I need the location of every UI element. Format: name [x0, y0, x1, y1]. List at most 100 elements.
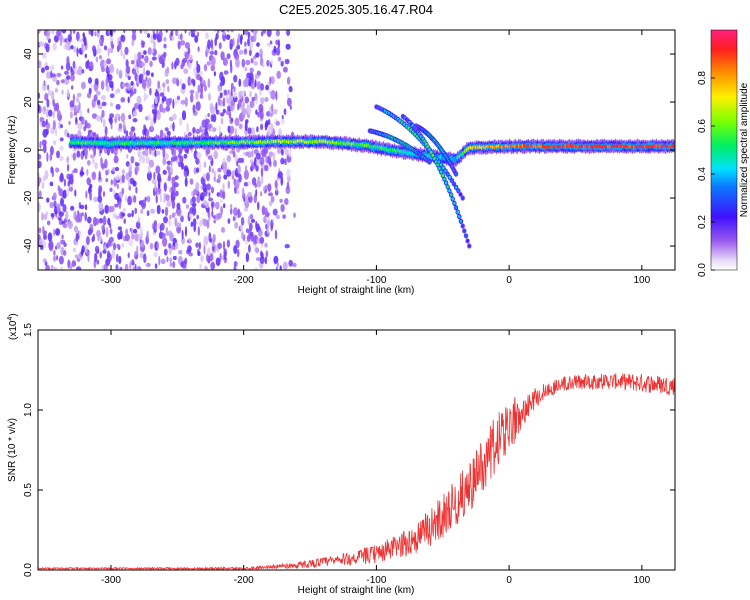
noise-cell — [227, 180, 231, 189]
noise-cell — [53, 140, 57, 145]
noise-cell — [162, 148, 166, 159]
noise-cell — [196, 60, 199, 66]
noise-cell — [247, 191, 253, 198]
noise-cell — [97, 195, 103, 203]
noise-cell — [196, 194, 201, 204]
noise-cell — [43, 258, 47, 263]
noise-cell — [115, 103, 121, 110]
noise-cell — [255, 109, 258, 115]
noise-cell — [209, 124, 213, 129]
noise-cell — [38, 153, 42, 160]
noise-cell — [158, 30, 163, 39]
noise-cell — [128, 238, 134, 247]
noise-cell — [247, 216, 251, 226]
noise-cell — [81, 212, 84, 217]
noise-cell — [112, 167, 116, 173]
noise-cell — [233, 207, 238, 216]
noise-cell — [96, 229, 101, 238]
noise-cell — [113, 242, 116, 251]
noise-cell — [133, 88, 137, 95]
noise-cell — [185, 204, 189, 209]
noise-cell — [153, 252, 159, 258]
noise-cell — [186, 167, 190, 177]
noise-cell — [241, 187, 245, 197]
noise-cell — [155, 150, 161, 156]
noise-cell — [250, 218, 256, 223]
noise-cell — [215, 32, 219, 40]
noise-cell — [92, 157, 95, 165]
noise-cell — [94, 31, 97, 37]
noise-cell — [99, 235, 103, 242]
noise-cell — [85, 235, 90, 246]
noise-cell — [51, 90, 55, 101]
noise-cell — [197, 250, 201, 257]
snr-scale-note: (x104) — [7, 313, 19, 340]
noise-cell — [238, 123, 243, 130]
snr-x-axis: -300 -200 -100 0 100 — [101, 330, 651, 586]
noise-cell — [256, 42, 260, 47]
noise-cell — [127, 195, 132, 206]
spectrogram-x-axis: -300 -200 -100 0 100 — [101, 30, 651, 286]
noise-cell — [247, 37, 250, 47]
noise-cell — [256, 81, 261, 90]
noise-cell — [267, 192, 274, 197]
noise-cell — [45, 211, 49, 216]
x-tick-label: -300 — [101, 575, 121, 586]
noise-cell — [234, 52, 240, 60]
snr-frame — [37, 329, 676, 571]
noise-cell — [74, 254, 80, 259]
noise-cell — [113, 30, 116, 33]
noise-cell — [195, 157, 200, 165]
noise-cell — [264, 242, 268, 248]
noise-cell — [38, 227, 42, 234]
spectrogram-x-label: Height of straight line (km) — [298, 285, 415, 296]
noise-cell — [196, 214, 199, 220]
noise-cell — [123, 30, 126, 34]
noise-cell — [189, 89, 195, 94]
noise-cell — [86, 123, 91, 129]
noise-cell — [71, 260, 77, 267]
noise-cell — [180, 40, 186, 46]
noise-cell — [119, 229, 123, 240]
noise-cell — [208, 92, 211, 101]
noise-cell — [82, 32, 85, 37]
noise-cell — [248, 222, 253, 231]
noise-cell — [195, 30, 198, 34]
noise-cell — [94, 162, 98, 170]
noise-cell — [134, 250, 137, 257]
noise-cell — [58, 211, 64, 217]
noise-cell — [256, 201, 260, 211]
noise-cell — [171, 184, 176, 194]
noise-cell — [131, 233, 135, 240]
noise-cell — [176, 225, 182, 234]
noise-cell — [117, 226, 123, 231]
noise-cell — [135, 221, 141, 230]
noise-cell — [233, 245, 238, 254]
noise-cell — [70, 45, 74, 50]
noise-cell — [190, 93, 194, 103]
noise-cell — [280, 148, 284, 156]
noise-cell — [212, 127, 217, 132]
noise-cell — [60, 266, 63, 270]
noise-cell — [270, 76, 275, 85]
noise-cell — [134, 53, 138, 62]
noise-cell — [249, 231, 254, 237]
noise-cell — [249, 67, 254, 73]
noise-cell — [98, 170, 101, 181]
noise-cell — [38, 92, 41, 99]
noise-cell — [69, 264, 73, 270]
noise-cell — [204, 121, 209, 131]
noise-cell — [234, 179, 240, 189]
noise-cell — [154, 107, 158, 116]
noise-cell — [174, 155, 178, 161]
noise-cell — [264, 164, 269, 172]
noise-cell — [121, 169, 126, 174]
noise-cell — [38, 30, 41, 35]
noise-cell — [43, 143, 47, 154]
noise-cell — [267, 126, 271, 133]
noise-cell — [118, 40, 122, 50]
noise-cell — [205, 32, 209, 40]
noise-cell — [265, 84, 270, 91]
noise-cell — [275, 121, 280, 126]
